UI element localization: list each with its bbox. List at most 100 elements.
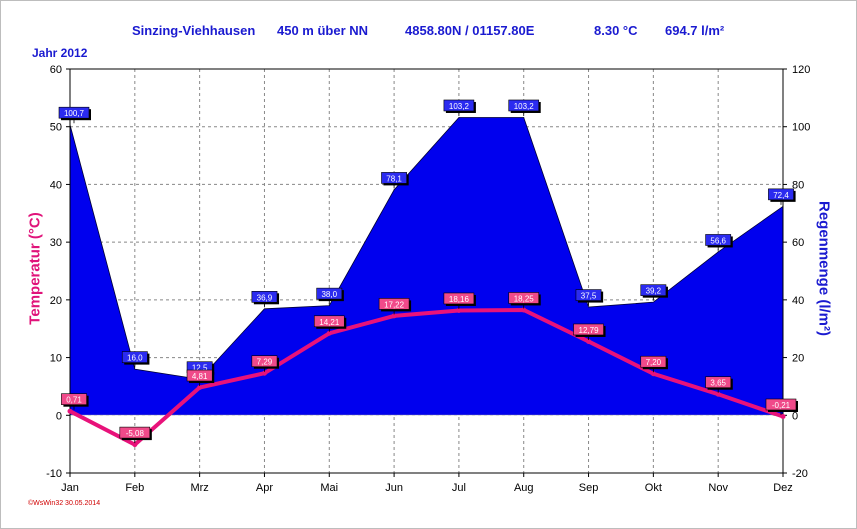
x-tick-label: Mrz <box>190 482 208 494</box>
label-text: 36,9 <box>257 293 273 302</box>
label-text: 7,20 <box>646 358 662 367</box>
rain-data-label: 39,2 <box>640 284 668 301</box>
rain-data-label: 16,0 <box>121 351 150 368</box>
right-tick-label: 0 <box>792 410 798 422</box>
temperature-point <box>67 408 73 414</box>
label-text: 12,5 <box>192 364 208 373</box>
label-box <box>443 292 475 305</box>
right-tick-label: 80 <box>792 179 804 191</box>
x-tick-label: Apr <box>256 482 273 494</box>
rain-data-label: 103,2 <box>508 99 541 116</box>
x-tick-label: Dez <box>773 482 793 494</box>
label-box <box>705 376 732 389</box>
label-box <box>251 291 278 303</box>
temperature-point <box>456 307 462 313</box>
temperature-point <box>650 371 656 377</box>
temperature-data-label: 18,16 <box>443 292 476 309</box>
rain-data-label: 56,6 <box>705 234 733 251</box>
temperature-data-label: 14,21 <box>313 315 347 332</box>
average-temperature: 8.30 °C <box>594 23 638 38</box>
data-labels: 100,7 16,0 12,5 36,9 38,0 78,1 103,2 103,2 37,5 3… <box>58 99 798 444</box>
rain-data-label: 78,1 <box>381 172 409 189</box>
right-tick-label: 60 <box>792 237 804 249</box>
temperature-data-label: 7,20 <box>640 355 668 373</box>
left-tick-label: 20 <box>50 295 62 307</box>
temperature-data-label: 7,29 <box>251 355 280 372</box>
label-box <box>575 289 602 301</box>
label-box <box>765 398 797 411</box>
left-axis-title: Temperatur (°C) <box>26 212 44 325</box>
coordinates: 4858.80N / 01157.80E <box>405 23 535 38</box>
label-box <box>640 355 667 368</box>
label-text: 103,2 <box>449 102 470 111</box>
label-text: 38,0 <box>321 290 337 299</box>
left-tick-label: 30 <box>50 237 62 249</box>
label-text: 3,65 <box>710 379 726 388</box>
label-box <box>119 426 151 439</box>
temperature-series <box>67 307 786 448</box>
temperature-point <box>132 442 138 448</box>
temperature-point <box>391 313 397 319</box>
label-text: 39,2 <box>646 287 662 296</box>
left-tick-label: 10 <box>50 353 62 365</box>
left-tick-label: 0 <box>56 410 62 422</box>
label-text: 18,16 <box>449 295 470 304</box>
rain-data-label: 38,0 <box>316 287 344 305</box>
right-tick-label: 100 <box>792 122 810 134</box>
label-text: 37,5 <box>581 292 597 301</box>
label-text: 18,25 <box>514 294 535 303</box>
x-tick-label: Nov <box>708 482 728 494</box>
label-box <box>121 351 148 363</box>
temperature-data-label: 0,71 <box>61 393 89 410</box>
x-tick-label: Jun <box>385 482 403 494</box>
rain-data-label: 72,4 <box>768 188 796 205</box>
label-box <box>378 298 410 310</box>
year-label: Jahr 2012 <box>32 46 88 60</box>
rain-data-label: 36,9 <box>251 291 280 308</box>
temperature-data-label: -0,21 <box>765 398 798 415</box>
x-tick-label: Jan <box>61 482 79 494</box>
label-text: 72,4 <box>773 191 789 200</box>
label-box <box>573 323 604 336</box>
right-axis-title: Regenmenge (l/m²) <box>815 200 833 336</box>
chart-header: Sinzing-Viehhausen 450 m über NN 4858.80… <box>0 23 857 41</box>
footer-credit: ©WsWin32 30.05.2014 <box>28 500 101 507</box>
label-text: -5,08 <box>126 429 145 438</box>
label-text: 7,29 <box>257 358 273 367</box>
label-box <box>443 99 475 112</box>
temperature-line <box>68 307 785 447</box>
rain-data-label: 100,7 <box>58 106 91 124</box>
label-box <box>61 393 87 405</box>
label-text: 14,21 <box>319 318 340 327</box>
rain-data-label: 103,2 <box>443 99 476 116</box>
temperature-data-label: 4,81 <box>186 369 215 387</box>
x-tick-label: Aug <box>514 482 534 494</box>
total-rainfall: 694.7 l/m² <box>665 23 725 38</box>
temperature-data-label: -5,08 <box>119 426 152 444</box>
temperature-point <box>521 307 527 313</box>
right-tick-label: -20 <box>792 468 808 480</box>
temperature-point <box>586 338 592 344</box>
label-text: 12,79 <box>579 326 600 335</box>
label-text: 17,22 <box>384 300 405 309</box>
station-name: Sinzing-Viehhausen <box>132 23 256 38</box>
left-tick-label: 60 <box>50 64 62 76</box>
label-text: -0,21 <box>772 401 791 410</box>
label-box <box>640 284 667 296</box>
label-box <box>508 99 540 112</box>
label-box <box>316 287 343 300</box>
x-tick-label: Feb <box>125 482 144 494</box>
label-text: 0,71 <box>66 396 82 405</box>
temperature-point <box>780 413 786 419</box>
x-tick-label: Sep <box>579 482 599 494</box>
label-text: 16,0 <box>127 354 143 363</box>
temperature-point <box>715 391 721 397</box>
label-box <box>381 172 407 184</box>
label-box <box>508 292 540 304</box>
temperature-data-label: 3,65 <box>705 376 733 393</box>
label-box <box>251 355 278 368</box>
right-tick-label: 20 <box>792 353 804 365</box>
rain-series <box>69 117 784 416</box>
rain-area <box>69 117 784 416</box>
